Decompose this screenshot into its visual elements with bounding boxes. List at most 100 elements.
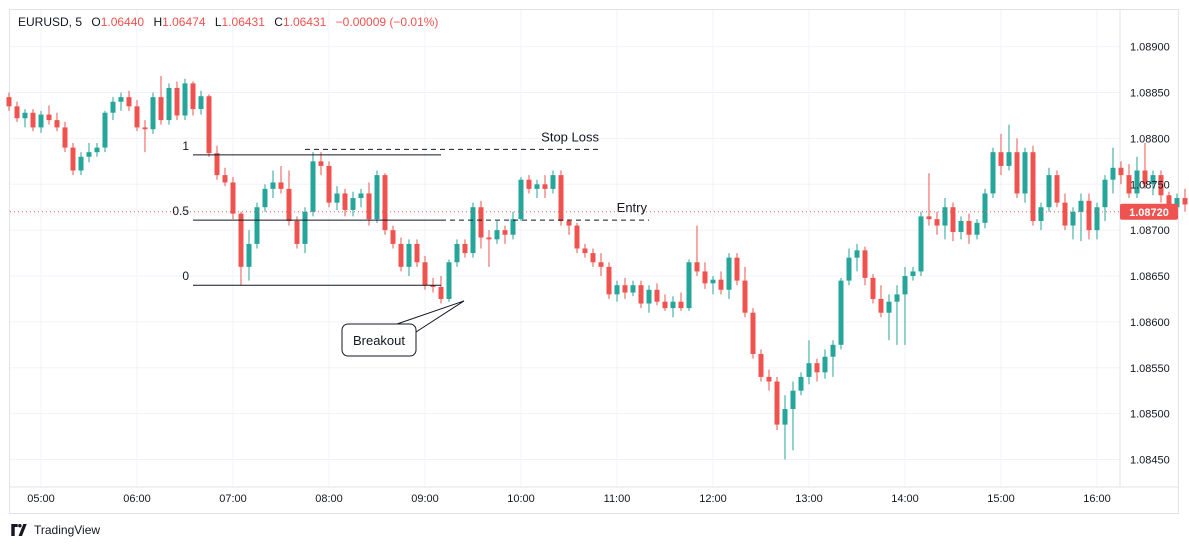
legend-open-value: 1.06440 bbox=[100, 15, 145, 29]
candle-body bbox=[78, 156, 84, 171]
candle-body bbox=[222, 175, 228, 183]
legend-low-label: L bbox=[214, 15, 222, 29]
candle-body bbox=[1030, 152, 1036, 221]
candle-body bbox=[454, 243, 460, 263]
candle-body bbox=[182, 83, 188, 116]
candle-body bbox=[174, 87, 180, 116]
candle-body bbox=[238, 213, 244, 267]
legend-high-label: H bbox=[153, 15, 163, 29]
candle-body bbox=[726, 257, 732, 290]
x-tick-label: 11:00 bbox=[604, 493, 631, 505]
candle-body bbox=[1014, 152, 1020, 194]
legend-high-value: 1.06474 bbox=[162, 15, 206, 29]
candle-body bbox=[206, 96, 212, 154]
candle-body bbox=[1126, 175, 1132, 194]
tradingview-logo-icon bbox=[11, 524, 27, 536]
axis-ticks: 1.08900 1.08850 1.08800 1.08750 1.08700 1.086… bbox=[27, 42, 1178, 505]
candle-body bbox=[1150, 175, 1156, 185]
candle-body bbox=[518, 179, 524, 220]
candle-body bbox=[502, 230, 508, 235]
candle-body bbox=[102, 112, 108, 148]
candle-body bbox=[422, 262, 428, 286]
candle-body bbox=[262, 188, 268, 208]
y-tick-label: 1.08600 bbox=[1130, 317, 1170, 329]
candle-body bbox=[1086, 200, 1092, 231]
current-price-tag bbox=[1120, 203, 1178, 220]
candle-body bbox=[270, 182, 276, 189]
candle-body bbox=[366, 193, 372, 220]
brand[interactable]: TradingView bbox=[10, 523, 100, 537]
candle-body bbox=[950, 207, 956, 232]
candle-body bbox=[550, 175, 556, 189]
legend-change: −0.00009 (−0.01%) bbox=[335, 15, 439, 29]
candle-body bbox=[894, 294, 900, 302]
y-tick-label: 1.08750 bbox=[1130, 179, 1170, 191]
candle-body bbox=[1038, 207, 1044, 221]
breakout-callout bbox=[341, 323, 417, 357]
fib-level-label: 1 bbox=[182, 139, 189, 153]
y-tick-label: 1.08800 bbox=[1130, 133, 1170, 145]
candle-body bbox=[318, 161, 324, 166]
candle-body bbox=[14, 106, 20, 119]
candle-body bbox=[766, 376, 772, 382]
candle-body bbox=[190, 83, 196, 110]
y-tick-label: 1.08500 bbox=[1130, 409, 1170, 421]
candle-body bbox=[630, 285, 636, 293]
candle-body bbox=[1046, 175, 1052, 208]
candle-body bbox=[86, 152, 92, 157]
y-tick-label: 1.08900 bbox=[1130, 42, 1170, 54]
candle-body bbox=[734, 257, 740, 281]
candle-body bbox=[798, 376, 804, 391]
candle-body bbox=[1166, 195, 1172, 208]
candle-body bbox=[998, 152, 1004, 166]
legend-symbol[interactable]: EURUSD, 5 bbox=[18, 15, 83, 29]
x-tick-label: 14:00 bbox=[891, 493, 919, 505]
y-tick-label: 1.08650 bbox=[1130, 271, 1170, 283]
candle-body bbox=[94, 147, 100, 153]
candle-body bbox=[126, 97, 132, 107]
candle-body bbox=[750, 312, 756, 354]
candle-body bbox=[1174, 198, 1180, 208]
axes bbox=[10, 10, 1178, 488]
y-tick-label: 1.08700 bbox=[1130, 225, 1170, 237]
x-tick-label: 12:00 bbox=[699, 493, 727, 505]
candle-body bbox=[1022, 152, 1028, 194]
x-tick-label: 09:00 bbox=[411, 493, 439, 505]
candle-body bbox=[350, 198, 356, 210]
candle-body bbox=[910, 271, 916, 277]
candle-body bbox=[1182, 198, 1188, 205]
x-tick-label: 08:00 bbox=[315, 493, 343, 505]
candle-body bbox=[822, 356, 828, 373]
x-tick-label: 13:00 bbox=[795, 493, 823, 505]
stop-loss-label: Stop Loss bbox=[541, 129, 599, 144]
candle-body bbox=[566, 220, 572, 226]
candle-body bbox=[390, 230, 396, 244]
candle-body bbox=[710, 279, 716, 284]
candle-body bbox=[294, 220, 300, 244]
chart-frame[interactable] bbox=[9, 9, 1179, 514]
x-tick-label: 16:00 bbox=[1083, 493, 1111, 505]
candle-body bbox=[982, 193, 988, 223]
candle-body bbox=[166, 87, 172, 121]
candle-body bbox=[358, 193, 364, 199]
candle-body bbox=[790, 390, 796, 410]
candle-body bbox=[374, 175, 380, 220]
candle-body bbox=[38, 114, 44, 128]
candle-body bbox=[62, 127, 68, 148]
candle-body bbox=[886, 301, 892, 313]
candle-body bbox=[606, 266, 612, 295]
candle-body bbox=[214, 153, 220, 176]
x-tick-label: 10:00 bbox=[507, 493, 535, 505]
candle-body bbox=[958, 220, 964, 232]
candle-body bbox=[134, 106, 140, 128]
candle-body bbox=[814, 363, 820, 373]
candle-body bbox=[1094, 207, 1100, 231]
candle-body bbox=[582, 248, 588, 254]
candle-body bbox=[926, 216, 932, 220]
candle-body bbox=[718, 279, 724, 290]
x-tick-label: 05:00 bbox=[27, 493, 55, 505]
candle-body bbox=[1142, 170, 1148, 185]
grid bbox=[10, 10, 1120, 487]
candle-body bbox=[70, 147, 76, 171]
